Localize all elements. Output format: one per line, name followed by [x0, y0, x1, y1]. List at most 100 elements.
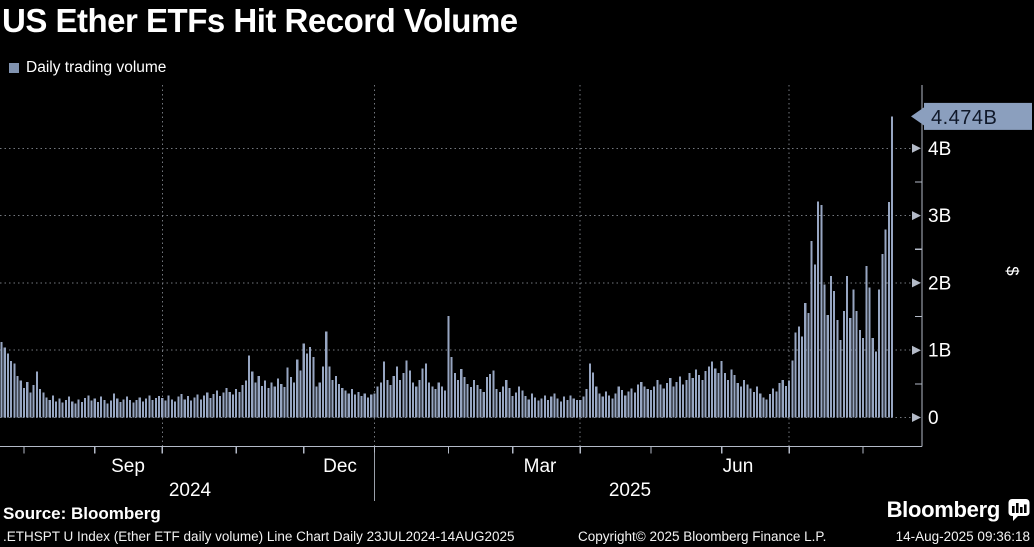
volume-bar	[177, 396, 180, 418]
volume-bar	[768, 393, 771, 418]
volume-bar	[312, 356, 315, 418]
volume-bar	[752, 391, 755, 418]
volume-bar	[331, 379, 334, 418]
volume-bar	[585, 389, 588, 418]
volume-bar	[411, 382, 415, 418]
volume-bar	[842, 311, 845, 418]
volume-bar	[180, 393, 183, 418]
volume-bar	[434, 389, 437, 418]
volume-bar	[270, 382, 273, 418]
volume-bar	[344, 390, 347, 418]
volume-bar	[164, 400, 167, 418]
volume-bar	[813, 264, 816, 418]
volume-bar	[749, 388, 752, 418]
volume-bar	[527, 399, 530, 418]
volume-bar	[437, 382, 440, 418]
volume-bar	[524, 395, 527, 418]
volume-bar	[456, 379, 460, 418]
volume-bar	[476, 385, 479, 418]
volume-bar	[826, 315, 829, 418]
volume-bar	[643, 386, 646, 418]
x-month-label: Dec	[323, 456, 357, 477]
volume-bar	[550, 396, 553, 418]
volume-bar	[746, 384, 749, 418]
volume-bar	[473, 379, 476, 418]
volume-bar	[743, 379, 746, 418]
volume-bar	[241, 385, 244, 418]
volume-bar	[791, 360, 794, 418]
volume-bar	[678, 376, 681, 418]
volume-bar	[781, 379, 784, 418]
volume-bar	[379, 382, 382, 418]
volume-bar	[874, 351, 878, 418]
x-month-label: Jun	[723, 456, 754, 477]
volume-bar	[135, 400, 138, 418]
volume-bar	[32, 385, 35, 418]
volume-bar	[321, 366, 325, 418]
volume-bar	[598, 393, 601, 418]
volume-bar	[363, 393, 366, 418]
legend: Daily trading volume	[9, 59, 166, 77]
volume-bar	[778, 383, 781, 418]
volume-bar	[16, 375, 19, 418]
volume-bar	[829, 276, 833, 418]
volume-bar	[215, 390, 218, 418]
volume-bar	[579, 400, 582, 418]
volume-bar	[698, 375, 701, 418]
volume-bar	[498, 391, 501, 418]
volume-bar	[3, 347, 6, 418]
volume-bar	[518, 386, 521, 418]
volume-bar	[370, 394, 373, 418]
volume-bar	[26, 381, 29, 418]
volume-bar	[440, 386, 443, 418]
volume-bar	[482, 391, 485, 418]
volume-bar	[309, 346, 312, 418]
volume-bar	[93, 398, 96, 418]
volume-bar	[222, 392, 225, 418]
volume-bar	[87, 395, 90, 418]
volume-bar	[849, 317, 852, 418]
footer-copyright: Copyright© 2025 Bloomberg Finance L.P.	[578, 529, 827, 544]
volume-bar	[408, 370, 411, 418]
volume-bar	[659, 384, 662, 418]
volume-bar	[42, 392, 45, 418]
y-tick-arrow-icon	[912, 345, 921, 355]
volume-bar	[219, 395, 222, 418]
volume-bar	[460, 369, 463, 418]
footer-index-info: .ETHSPT U Index (Ether ETF daily volume)…	[3, 529, 515, 544]
volume-bar	[784, 385, 788, 418]
volume-bar	[206, 392, 209, 418]
volume-bar	[495, 389, 498, 418]
volume-bar	[572, 398, 575, 418]
volume-bar	[717, 373, 720, 418]
volume-bar	[575, 400, 579, 418]
volume-bar	[293, 382, 296, 418]
volume-bar	[595, 386, 598, 418]
volume-bar	[646, 389, 649, 418]
volume-bar	[276, 378, 280, 418]
volume-bar	[878, 289, 881, 418]
volume-bar	[624, 395, 627, 418]
y-tick-arrow-icon	[912, 143, 921, 153]
volume-bar	[112, 393, 116, 418]
volume-bar	[145, 398, 148, 418]
volume-bar	[775, 391, 778, 418]
volume-bar	[154, 397, 157, 418]
volume-bar	[508, 387, 511, 418]
volume-bar	[264, 380, 267, 418]
volume-bar	[10, 360, 13, 418]
y-tick-label: 4B	[928, 139, 951, 160]
volume-bar	[727, 379, 730, 418]
volume-bar	[80, 402, 83, 418]
volume-bar	[540, 398, 543, 418]
volume-bar	[846, 276, 849, 418]
volume-bar	[492, 370, 495, 418]
volume-bar	[617, 386, 620, 418]
volume-bar	[630, 388, 633, 418]
volume-bar	[402, 373, 405, 418]
volume-bar	[823, 284, 826, 418]
volume-bar	[225, 387, 228, 418]
chart-title: US Ether ETFs Hit Record Volume	[2, 2, 518, 39]
volume-bar	[257, 375, 260, 418]
